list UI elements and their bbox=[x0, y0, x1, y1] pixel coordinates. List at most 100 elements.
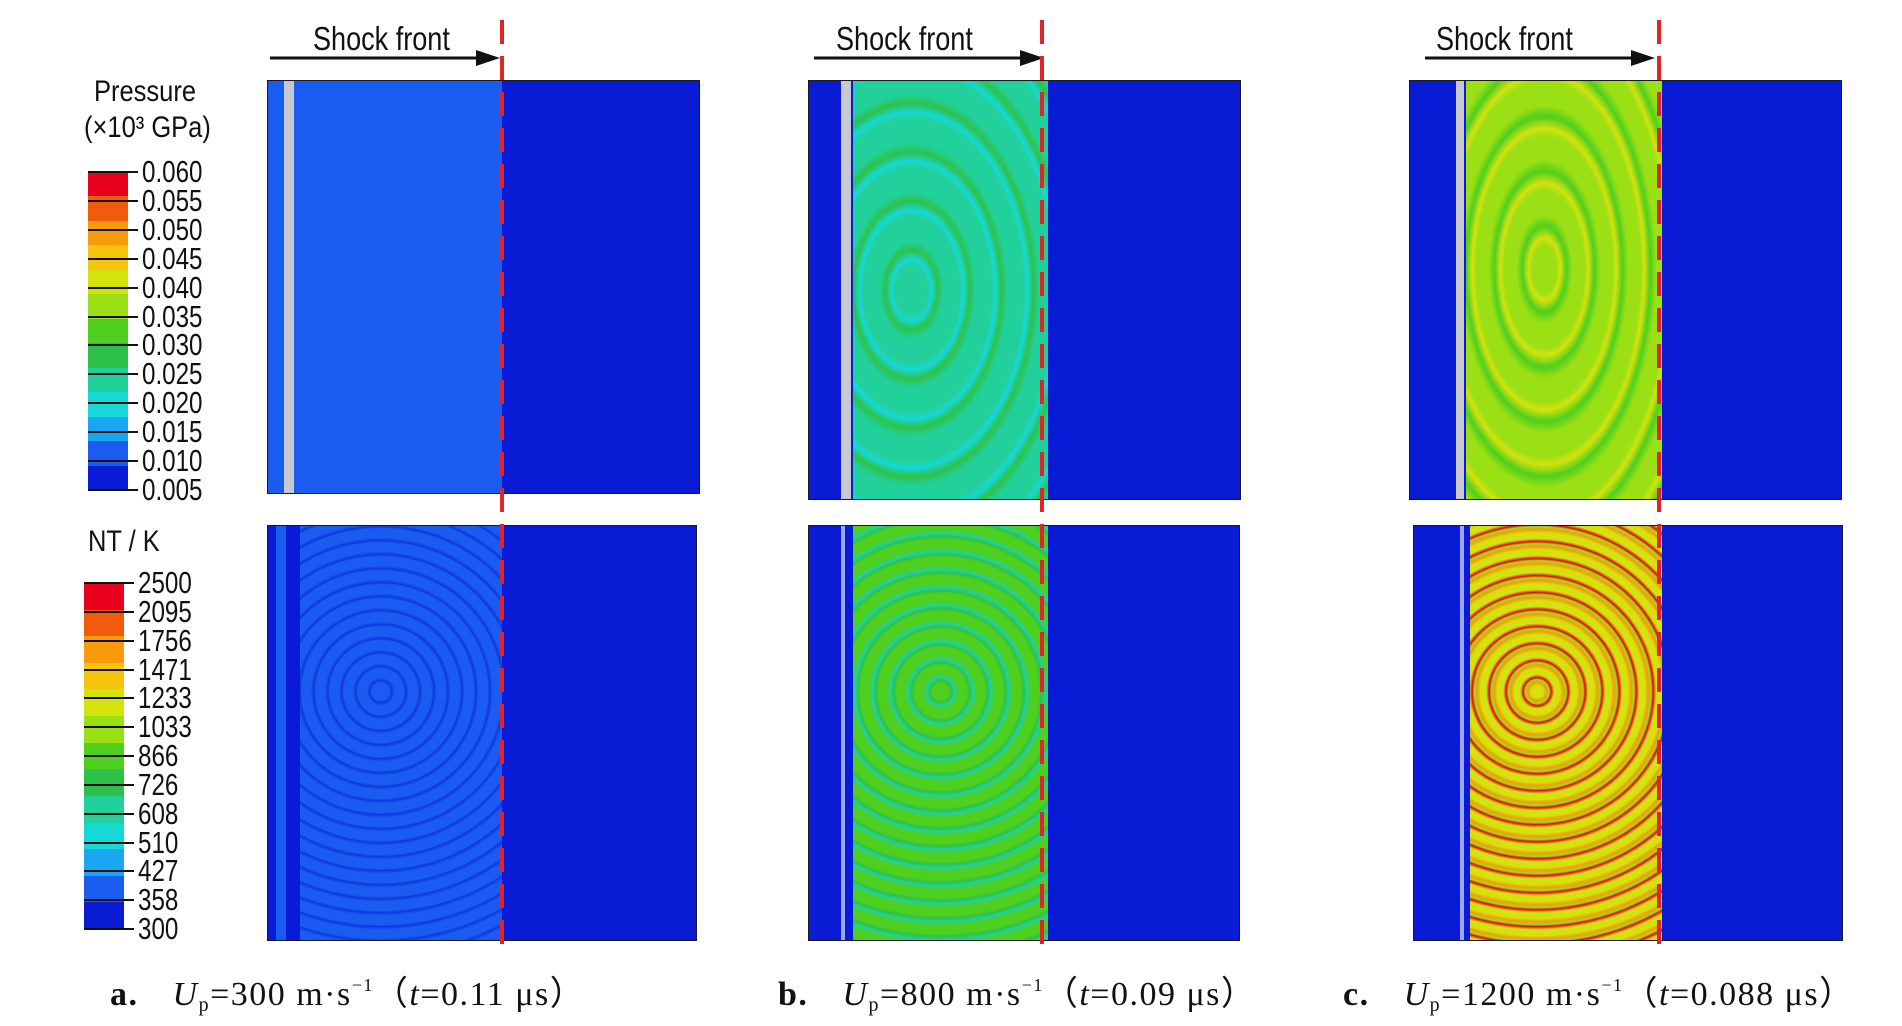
caption-c-exp: −1 bbox=[1601, 975, 1624, 995]
caption-b-exp: −1 bbox=[1021, 975, 1044, 995]
temperature-colorbar-swatch bbox=[84, 902, 124, 930]
pressure-colorbar-title: Pressure bbox=[94, 75, 197, 108]
caption-a-sub: p bbox=[198, 994, 211, 1016]
pressure-colorbar-tick-mark bbox=[88, 344, 138, 347]
pressure-colorbar-swatch bbox=[88, 318, 128, 344]
temperature-colorbar-swatch bbox=[84, 609, 124, 637]
temperature-field-c bbox=[1413, 525, 1843, 941]
pressure-colorbar-swatch bbox=[88, 367, 128, 393]
pressure-colorbar-tick-mark bbox=[88, 402, 138, 405]
temperature-colorbar-tick-mark bbox=[84, 668, 134, 671]
temperature-colorbar-tick-mark bbox=[84, 870, 134, 873]
caption-b-open: （ bbox=[1043, 976, 1080, 1013]
temperature-colorbar-tick-mark bbox=[84, 783, 134, 786]
caption-b-close: ） bbox=[1220, 976, 1257, 1013]
caption-c-close: ） bbox=[1819, 976, 1855, 1013]
caption-a-t: t bbox=[409, 976, 421, 1013]
shock-front-line-c bbox=[1657, 20, 1661, 950]
shock-front-line-a bbox=[500, 20, 504, 950]
pressure-colorbar-swatch bbox=[88, 416, 128, 442]
temperature-colorbar: NT / K 2500 2095 1756 1471 1233 1033 866 726 608… bbox=[80, 525, 280, 945]
caption-a-label: a. bbox=[110, 976, 139, 1013]
pressure-colorbar-swatch bbox=[88, 465, 128, 491]
pressure-colorbar-tick-label: 0.060 bbox=[142, 154, 203, 189]
caption-c-sub: p bbox=[1429, 994, 1442, 1016]
temperature-colorbar-tick-label: 1756 bbox=[138, 622, 192, 658]
temperature-colorbar-tick-label: 726 bbox=[138, 766, 179, 802]
temperature-colorbar-swatch bbox=[84, 795, 124, 824]
pressure-colorbar-tick-mark bbox=[88, 228, 138, 231]
temperature-colorbar-tick-label: 300 bbox=[138, 911, 179, 946]
piston-c bbox=[1456, 81, 1464, 499]
pressure-field-a bbox=[267, 80, 700, 494]
pressure-colorbar-swatch bbox=[88, 172, 128, 197]
pressure-colorbar-swatch bbox=[88, 343, 128, 369]
pressure-colorbar-tick-label: 0.050 bbox=[142, 211, 203, 247]
caption-c-symbol: U bbox=[1403, 976, 1430, 1013]
temperature-colorbar-swatch bbox=[84, 662, 124, 690]
pressure-colorbar-tick-label: 0.020 bbox=[142, 385, 203, 421]
pressure-colorbar-swatch bbox=[88, 220, 128, 246]
caption-c-open: （ bbox=[1623, 976, 1659, 1013]
caption-a-speed: =300 m·s bbox=[210, 976, 352, 1013]
pressure-colorbar-swatch bbox=[88, 392, 128, 418]
temperature-colorbar-swatch bbox=[84, 822, 124, 850]
temperature-colorbar-tick-mark bbox=[84, 841, 134, 844]
piston-b bbox=[841, 81, 851, 499]
caption-a-time: =0.11 μs bbox=[420, 976, 550, 1013]
pressure-colorbar-tick-label: 0.015 bbox=[142, 414, 203, 450]
caption-c-time: =0.088 μs bbox=[1669, 976, 1820, 1013]
pressure-colorbar-unit: (×10³ GPa) bbox=[84, 111, 211, 144]
temperature-colorbar-swatch bbox=[84, 583, 124, 611]
pressure-colorbar-tick-label: 0.030 bbox=[142, 327, 203, 363]
pressure-colorbar-swatch bbox=[88, 294, 128, 320]
temperature-colorbar-swatch bbox=[84, 769, 124, 797]
temperature-field-a bbox=[267, 525, 697, 941]
caption-b-t: t bbox=[1079, 976, 1091, 1013]
caption-a: a. Up=300 m·s−1（t=0.11 μs） bbox=[110, 966, 585, 1017]
temperature-colorbar-tick-mark bbox=[84, 697, 134, 700]
temperature-colorbar-tick-mark bbox=[84, 639, 134, 642]
caption-a-exp: −1 bbox=[351, 975, 374, 995]
pressure-colorbar-tick-mark bbox=[88, 460, 138, 463]
temperature-colorbar-tick-label: 608 bbox=[138, 795, 179, 831]
temperature-colorbar-swatch bbox=[84, 689, 124, 717]
temperature-colorbar-tick-label: 2095 bbox=[138, 593, 192, 629]
shock-front-label-c: Shock front bbox=[1436, 20, 1573, 57]
pressure-colorbar-tick-label: 0.035 bbox=[142, 298, 203, 334]
shock-front-arrow-b bbox=[814, 50, 1044, 66]
temperature-colorbar-tick-label: 510 bbox=[138, 824, 179, 860]
caption-b-sub: p bbox=[868, 994, 880, 1016]
temperature-colorbar-swatch bbox=[84, 875, 124, 903]
caption-c-label: c. bbox=[1343, 976, 1370, 1013]
pressure-colorbar-tick-label: 0.010 bbox=[142, 443, 203, 479]
pressure-colorbar-tick-mark bbox=[88, 199, 138, 202]
pressure-colorbar-tick-mark bbox=[88, 257, 138, 260]
shock-front-label-b: Shock front bbox=[836, 20, 973, 57]
caption-c-speed: =1200 m·s bbox=[1441, 976, 1602, 1013]
pressure-colorbar-tick-label: 0.005 bbox=[142, 472, 203, 507]
caption-b-label: b. bbox=[778, 976, 809, 1013]
temperature-colorbar-ticks: 2500 2095 1756 1471 1233 1033 866 726 608 510 427 3… bbox=[84, 567, 264, 944]
shock-front-label-a: Shock front bbox=[313, 20, 450, 57]
temperature-colorbar-tick-mark bbox=[84, 928, 134, 930]
temperature-colorbar-tick-label: 358 bbox=[138, 882, 179, 918]
pressure-colorbar-tick-mark bbox=[88, 373, 138, 376]
caption-b: b. Up=800 m·s−1（t=0.09 μs） bbox=[778, 966, 1256, 1017]
pressure-colorbar-tick-mark bbox=[88, 489, 138, 491]
temperature-colorbar-tick-mark bbox=[84, 899, 134, 902]
caption-c-t: t bbox=[1659, 976, 1670, 1013]
temperature-colorbar-tick-label: 1471 bbox=[138, 651, 192, 687]
pressure-colorbar-tick-mark bbox=[88, 286, 138, 289]
caption-b-symbol: U bbox=[842, 976, 869, 1013]
caption-b-speed: =800 m·s bbox=[879, 976, 1022, 1013]
caption-a-close: ） bbox=[549, 976, 586, 1013]
piston-a bbox=[284, 81, 294, 493]
temperature-field-b bbox=[808, 525, 1240, 941]
pressure-colorbar-tick-label: 0.045 bbox=[142, 240, 203, 276]
caption-a-open: （ bbox=[373, 976, 410, 1013]
temperature-colorbar-tick-mark bbox=[84, 582, 134, 584]
temperature-colorbar-tick-label: 1033 bbox=[138, 709, 192, 745]
temperature-colorbar-tick-mark bbox=[84, 755, 134, 757]
temperature-colorbar-swatches bbox=[84, 583, 124, 930]
